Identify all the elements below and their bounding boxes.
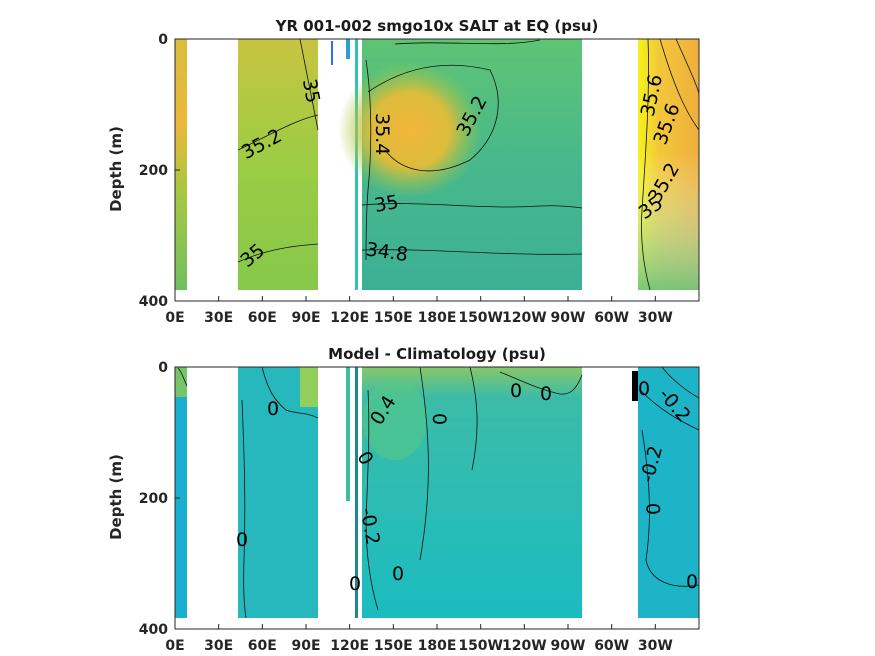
bottom-data-strip xyxy=(346,367,350,501)
contour-label: 0 xyxy=(540,383,552,405)
bottom-panel-title: Model - Climatology (psu) xyxy=(328,345,546,363)
x-tick-label: 180E xyxy=(418,638,457,654)
bottom-data-region-west xyxy=(175,367,187,618)
x-tick-label: 150E xyxy=(374,638,413,654)
contour-label: 0 xyxy=(686,571,698,593)
bottom-y-ticks: 0 200 400 xyxy=(139,360,180,638)
bottom-contour-lines xyxy=(177,366,700,619)
x-tick-label: 0E xyxy=(165,310,184,326)
x-tick-label: 120E xyxy=(330,638,369,654)
top-panel-title: YR 001-002 smgo10x SALT at EQ (psu) xyxy=(275,17,599,35)
x-tick-label: 150W xyxy=(458,638,503,654)
bottom-anomaly-patch xyxy=(363,380,427,460)
top-data-strip xyxy=(346,39,350,59)
x-tick-label: 120W xyxy=(502,310,547,326)
x-tick-label: 60E xyxy=(248,310,277,326)
x-tick-label: 120W xyxy=(502,638,547,654)
y-tick-label: 200 xyxy=(139,163,168,179)
top-contour-lines xyxy=(237,38,700,291)
x-tick-label: 30E xyxy=(204,638,233,654)
bottom-data-shade xyxy=(300,367,318,407)
contour-label: 35 xyxy=(373,191,401,217)
x-tick-label: 30W xyxy=(638,310,673,326)
bottom-data-region-indian xyxy=(238,367,318,618)
bottom-data-region-atlantic xyxy=(638,367,699,618)
top-data-region-indian xyxy=(238,39,318,290)
x-tick-label: 90W xyxy=(551,638,586,654)
bottom-data-strip xyxy=(355,367,358,618)
contour-label: 0 xyxy=(267,398,279,420)
contour-label: 35.4 xyxy=(371,113,393,155)
x-tick-label: 0E xyxy=(165,638,184,654)
x-tick-label: 60E xyxy=(248,638,277,654)
x-tick-label: 150W xyxy=(458,310,503,326)
bottom-data-shade xyxy=(175,367,187,397)
contour-label: 0 xyxy=(510,380,522,402)
y-tick-label: 0 xyxy=(158,32,168,48)
y-tick-label: 200 xyxy=(139,491,168,507)
x-tick-label: 180E xyxy=(418,310,457,326)
bottom-data-strip xyxy=(632,371,638,401)
contour-label: 0 xyxy=(638,378,650,400)
contour-label: 0 xyxy=(349,573,361,595)
x-tick-label: 90W xyxy=(551,310,586,326)
contour-label: 0 xyxy=(392,563,404,585)
top-panel: YR 001-002 smgo10x SALT at EQ (psu) Dept… xyxy=(107,17,700,326)
top-y-ticks: 0 200 400 xyxy=(139,32,180,310)
x-tick-label: 90E xyxy=(291,638,320,654)
bottom-panel: Model - Climatology (psu) Depth (m) 0 0 xyxy=(107,345,700,654)
contour-label: 0 xyxy=(428,413,450,425)
x-tick-label: 120E xyxy=(330,310,369,326)
contour-label: 0 xyxy=(643,503,665,515)
y-tick-label: 400 xyxy=(139,294,168,310)
y-tick-label: 400 xyxy=(139,622,168,638)
y-tick-label: 0 xyxy=(158,360,168,376)
x-tick-label: 60W xyxy=(594,638,629,654)
contour-label: 0 xyxy=(236,529,248,551)
x-tick-label: 30W xyxy=(638,638,673,654)
x-tick-label: 150E xyxy=(374,310,413,326)
x-tick-label: 90E xyxy=(291,310,320,326)
bottom-y-axis-label: Depth (m) xyxy=(107,454,125,540)
top-data-region-west xyxy=(175,39,187,290)
top-data-strip xyxy=(331,41,333,65)
top-salinity-maximum xyxy=(338,62,482,198)
x-tick-label: 30E xyxy=(204,310,233,326)
x-tick-label: 60W xyxy=(594,310,629,326)
top-y-axis-label: Depth (m) xyxy=(107,126,125,212)
contour-label: 35 xyxy=(298,77,324,105)
